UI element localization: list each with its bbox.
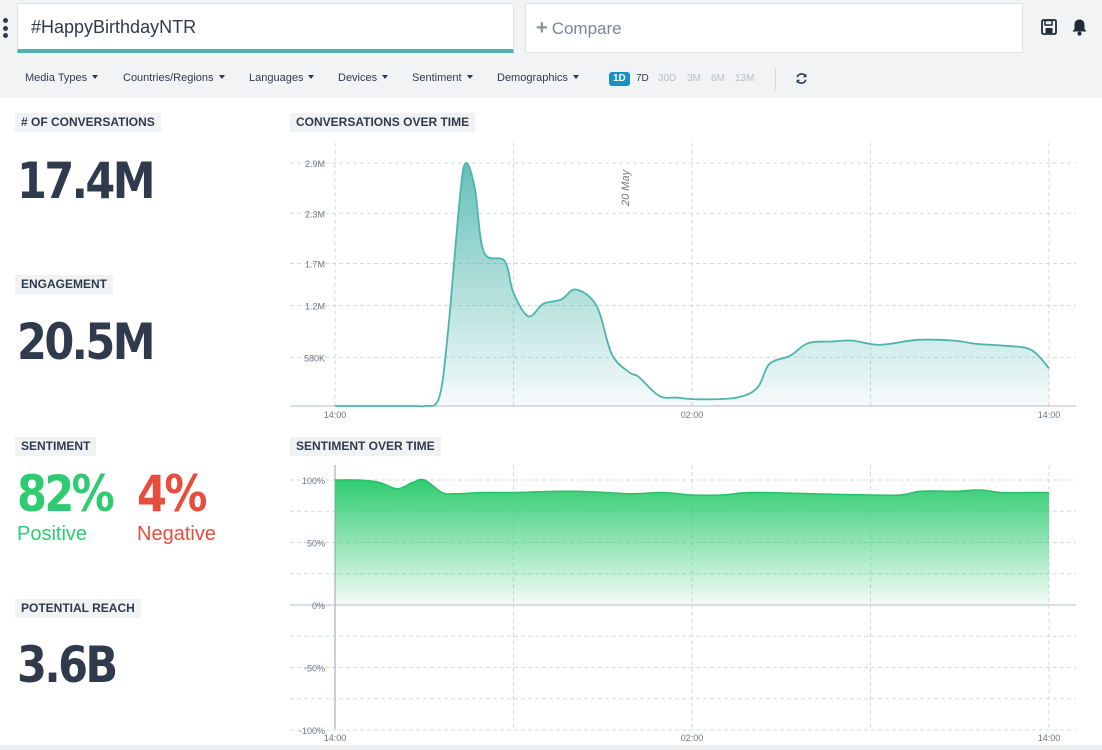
conversations-area xyxy=(335,162,1049,407)
caret-down-icon xyxy=(466,75,473,80)
search-input[interactable]: #HappyBirthdayNTR xyxy=(17,3,514,53)
y-tick-label: 0% xyxy=(312,601,325,611)
positive-value: 82% xyxy=(17,465,115,523)
engagement-label: ENGAGEMENT xyxy=(15,275,114,294)
filter-label: Countries/Regions xyxy=(123,72,214,84)
range-13m[interactable]: 13M xyxy=(735,73,755,84)
save-icon[interactable] xyxy=(1041,19,1057,35)
caret-down-icon xyxy=(308,75,315,80)
engagement-value: 20.5M xyxy=(17,313,156,371)
range-1d[interactable]: 1D xyxy=(609,72,630,86)
y-tick-label: 580K xyxy=(304,353,325,363)
y-tick-label: 100% xyxy=(302,476,325,486)
filter-demographics[interactable]: Demographics xyxy=(497,72,579,84)
filter-devices[interactable]: Devices xyxy=(338,72,389,84)
y-tick-label: 1.2M xyxy=(305,301,325,311)
filter-label: Devices xyxy=(338,72,378,84)
sentiment-chart-title: SENTIMENT OVER TIME xyxy=(290,437,441,456)
x-tick-label: 14:00 xyxy=(324,410,347,420)
kebab-menu-icon[interactable] xyxy=(3,18,9,40)
filter-label: Media Types xyxy=(25,72,88,84)
negative-value: 4% xyxy=(137,465,207,523)
sentiment-label: SENTIMENT xyxy=(15,437,97,456)
positive-label: Positive xyxy=(17,523,88,545)
conversations-chart-title: CONVERSATIONS OVER TIME xyxy=(290,113,476,132)
caret-down-icon xyxy=(218,75,225,80)
range-30d[interactable]: 30D xyxy=(658,73,677,84)
bottom-border xyxy=(0,745,1102,750)
filter-sentiment[interactable]: Sentiment xyxy=(412,72,473,84)
x-tick-label: 02:00 xyxy=(681,410,704,420)
conversations-line xyxy=(335,162,1050,408)
caret-down-icon xyxy=(572,75,579,80)
y-tick-label: 2.9M xyxy=(305,159,325,169)
bell-icon[interactable] xyxy=(1071,18,1088,36)
negative-label: Negative xyxy=(137,523,216,545)
x-tick-label: 14:00 xyxy=(324,733,347,743)
refresh-icon[interactable] xyxy=(795,72,808,85)
reach-value: 3.6B xyxy=(17,636,118,694)
conversations-value: 17.4M xyxy=(17,152,156,210)
sentiment-line xyxy=(334,478,1049,497)
y-tick-label: 2.3M xyxy=(305,209,325,219)
plus-icon: + xyxy=(536,17,548,39)
x-tick-label: 02:00 xyxy=(681,733,704,743)
date-annotation: 20 May xyxy=(620,168,632,207)
filter-media-types[interactable]: Media Types xyxy=(25,72,99,84)
y-tick-label: 1.7M xyxy=(305,260,325,270)
sentiment-area xyxy=(335,479,1049,605)
y-tick-label: 50% xyxy=(307,539,325,549)
range-7d[interactable]: 7D xyxy=(636,73,649,84)
x-tick-label: 14:00 xyxy=(1038,733,1061,743)
caret-down-icon xyxy=(382,75,389,80)
compare-input[interactable]: + Compare xyxy=(525,3,1023,53)
conversations-label: # OF CONVERSATIONS xyxy=(15,113,161,132)
filter-label: Demographics xyxy=(497,72,568,84)
filter-languages[interactable]: Languages xyxy=(249,72,315,84)
reach-label: POTENTIAL REACH xyxy=(15,599,141,618)
filter-countries-regions[interactable]: Countries/Regions xyxy=(123,72,225,84)
filter-label: Languages xyxy=(249,72,304,84)
y-tick-label: -100% xyxy=(299,726,325,736)
range-6m[interactable]: 6M xyxy=(711,73,725,84)
top-bar: #HappyBirthdayNTR + Compare Media Types C… xyxy=(0,0,1102,98)
range-3m[interactable]: 3M xyxy=(687,73,701,84)
filter-label: Sentiment xyxy=(412,72,462,84)
divider xyxy=(775,68,776,90)
y-tick-label: -50% xyxy=(304,664,325,674)
x-tick-label: 14:00 xyxy=(1038,410,1061,420)
compare-placeholder: Compare xyxy=(551,19,622,38)
caret-down-icon xyxy=(92,75,99,80)
